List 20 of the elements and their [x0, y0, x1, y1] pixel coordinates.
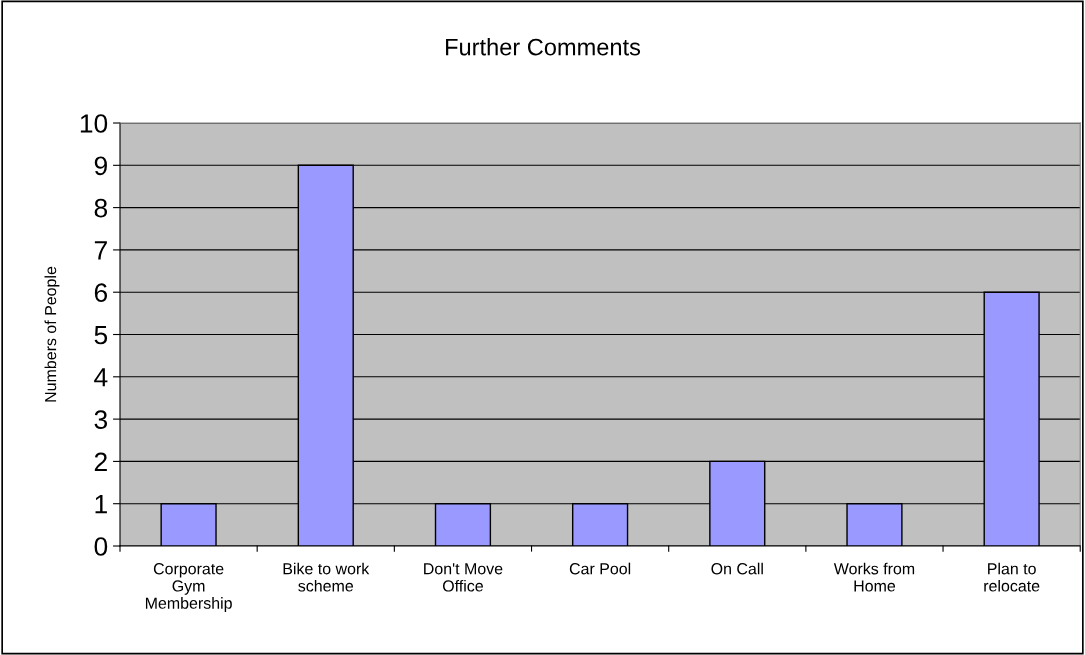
y-tick-label: 6: [94, 283, 108, 303]
y-tick-label: 10: [80, 114, 108, 133]
x-tick-label: Plan to relocate: [984, 562, 1040, 592]
y-axis-title: Numbers of People: [44, 266, 60, 402]
y-tick-label: 1: [95, 495, 107, 514]
chart-title: Further Comments: [446, 38, 641, 56]
y-tick-label: 8: [94, 198, 108, 218]
x-tick-label: Don't Move Office: [424, 563, 503, 592]
x-tick-label: Works from Home: [833, 562, 915, 592]
x-tick-label: On Call: [711, 562, 763, 575]
x-tick-label: Car Pool: [569, 562, 631, 575]
x-tick-label: Bike to work scheme: [283, 562, 370, 592]
y-tick-label: 9: [94, 156, 107, 176]
y-tick-label: 7: [94, 241, 107, 260]
y-tick-label: 3: [94, 410, 108, 429]
y-tick-label: 0: [94, 537, 108, 556]
y-tick-label: 2: [94, 452, 107, 471]
y-tick-label: 5: [94, 325, 108, 345]
x-tick-label: Corporate Gym Membership: [145, 563, 232, 612]
y-tick-label: 4: [94, 368, 108, 387]
